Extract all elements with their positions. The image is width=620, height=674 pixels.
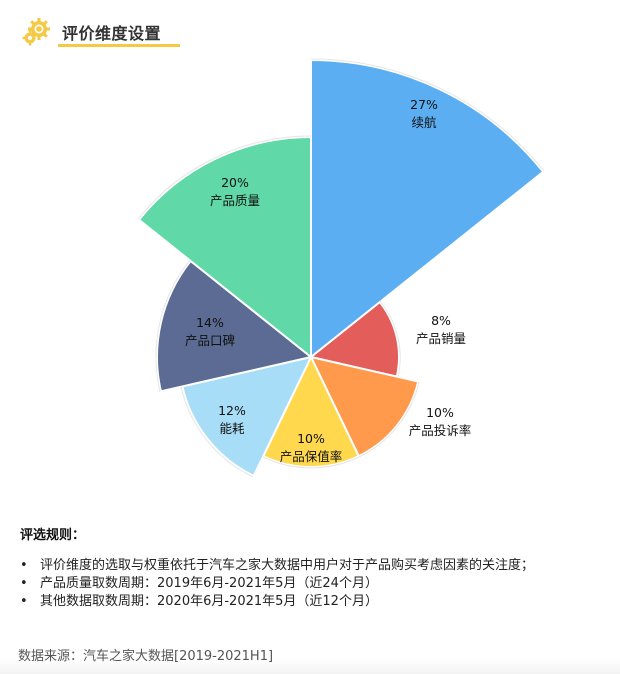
slice-complaint-rate[interactable] [310, 356, 420, 458]
slice-reputation[interactable] [156, 260, 312, 393]
rules-title: 评选规则： [20, 528, 86, 543]
slice-name: 产品投诉率 [408, 423, 472, 438]
bullet-icon: • [20, 594, 28, 609]
slice-xuhang[interactable] [310, 59, 545, 358]
slice-label-quality: 20% 产品质量 [210, 174, 260, 210]
slice-pct: 10% [297, 431, 325, 446]
selection-rules: 评选规则： • 评价维度的选取与权重依托于汽车之家大数据中用户对于产品购买考虑因… [20, 524, 610, 611]
rose-chart: 27% 续航 8% 产品销量 10% 产品投诉率 10% 产品保值率 12% 能… [137, 58, 545, 478]
gear-icon [22, 18, 50, 46]
rule-text: 产品质量取数周期：2019年6月-2021年5月（近24个月） [40, 576, 378, 591]
slice-pct: 27% [410, 97, 438, 112]
slice-label-complaint-rate: 10% 产品投诉率 [409, 404, 472, 440]
slice-pct: 8% [431, 313, 451, 328]
title-underline [58, 44, 180, 47]
rule-text: 评价维度的选取与权重依托于汽车之家大数据中用户对于产品购买考虑因素的关注度； [40, 558, 535, 573]
slice-value-retention[interactable] [262, 356, 360, 468]
slice-pct: 10% [426, 405, 454, 420]
data-source: 数据来源：汽车之家大数据[2019-2021H1] [18, 649, 274, 664]
rose-chart-svg [137, 58, 545, 478]
slice-sales[interactable] [310, 301, 400, 378]
slice-name: 产品保值率 [279, 449, 343, 464]
rule-item: • 评价维度的选取与权重依托于汽车之家大数据中用户对于产品购买考虑因素的关注度； [20, 557, 610, 575]
slice-name: 产品质量 [209, 193, 261, 208]
slice-label-xuhang: 27% 续航 [410, 96, 438, 132]
slice-energy[interactable] [181, 356, 312, 477]
page-title: 评价维度设置 [62, 24, 162, 43]
rule-item: • 产品质量取数周期：2019年6月-2021年5月（近24个月） [20, 575, 610, 593]
rule-item: • 其他数据取数周期：2020年6月-2021年5月（近12个月） [20, 593, 610, 611]
bullet-icon: • [20, 558, 28, 573]
slice-label-energy: 12% 能耗 [218, 402, 246, 438]
slice-quality[interactable] [138, 136, 312, 358]
slice-pct: 12% [218, 403, 246, 418]
slice-name: 续航 [411, 115, 437, 130]
slice-name: 能耗 [219, 421, 245, 436]
slice-name: 产品口碑 [184, 333, 236, 348]
rule-text: 其他数据取数周期：2020年6月-2021年5月（近12个月） [40, 594, 378, 609]
slice-label-sales: 8% 产品销量 [416, 312, 466, 348]
slice-name: 产品销量 [415, 331, 467, 346]
rules-list: • 评价维度的选取与权重依托于汽车之家大数据中用户对于产品购买考虑因素的关注度；… [20, 557, 610, 611]
bullet-icon: • [20, 576, 28, 591]
slice-pct: 20% [221, 175, 249, 190]
slice-label-reputation: 14% 产品口碑 [185, 314, 235, 350]
slice-label-value-retention: 10% 产品保值率 [280, 430, 343, 466]
slice-pct: 14% [196, 315, 224, 330]
